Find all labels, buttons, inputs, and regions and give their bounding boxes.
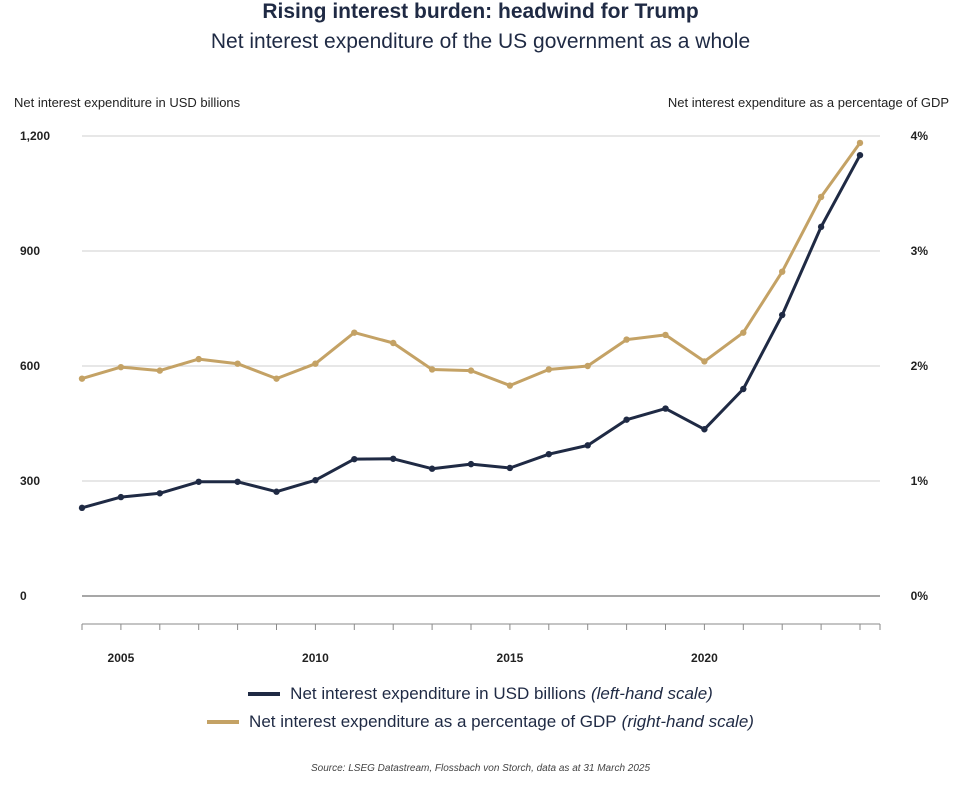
right-tick-label: 1% [911, 474, 929, 488]
data-point-gdp [779, 268, 786, 275]
legend: Net interest expenditure in USD billions… [0, 680, 961, 736]
chart-title: Rising interest burden: headwind for Tru… [262, 0, 699, 23]
left-tick-label: 600 [20, 359, 40, 373]
data-point-usd [156, 490, 163, 497]
right-tick-label: 2% [911, 359, 929, 373]
right-tick-label: 3% [911, 244, 929, 258]
left-axis-title: Net interest expenditure in USD billions [14, 95, 241, 110]
data-point-gdp [701, 358, 708, 365]
data-point-usd [390, 455, 397, 462]
left-tick-label: 900 [20, 244, 40, 258]
data-point-usd [273, 488, 280, 495]
data-point-gdp [351, 329, 358, 336]
legend-label-gdp: Net interest expenditure as a percentage… [249, 712, 617, 731]
legend-item-gdp: Net interest expenditure as a percentage… [0, 708, 961, 736]
data-point-usd [740, 385, 747, 393]
legend-item-usd: Net interest expenditure in USD billions… [0, 680, 961, 708]
data-point-usd [584, 442, 591, 449]
data-point-usd [467, 460, 475, 468]
data-point-usd [428, 465, 436, 472]
data-point-usd [545, 450, 552, 458]
x-tick-label: 2010 [302, 651, 329, 665]
data-point-usd [195, 478, 202, 485]
legend-label-usd: Net interest expenditure in USD billions [290, 684, 586, 703]
left-axis-ticks: 0 300 600 900 1,200 [20, 129, 50, 603]
data-point-gdp [117, 363, 125, 371]
left-tick-label: 300 [20, 474, 40, 488]
legend-note-gdp: (right-hand scale) [621, 712, 754, 731]
data-point-gdp [856, 139, 864, 147]
data-point-gdp [662, 331, 669, 339]
data-point-gdp [467, 367, 475, 374]
source-note: Source: LSEG Datastream, Flossbach von S… [310, 763, 651, 774]
data-point-usd [117, 493, 125, 501]
data-point-usd [78, 504, 86, 512]
left-tick-label: 0 [20, 589, 27, 603]
data-point-usd [623, 416, 630, 423]
chart-subtitle: Net interest expenditure of the US gover… [210, 30, 751, 53]
data-point-gdp [740, 329, 747, 336]
right-tick-label: 0% [911, 589, 929, 603]
data-point-gdp [156, 367, 163, 374]
data-point-gdp [817, 193, 825, 201]
data-point-usd [817, 223, 825, 231]
data-point-usd [701, 426, 708, 433]
data-point-usd [312, 477, 319, 484]
legend-swatch-usd [248, 692, 281, 696]
data-point-usd [856, 151, 864, 159]
data-point-usd [234, 478, 241, 485]
legend-swatch-gdp [207, 720, 240, 724]
x-tick-label: 2015 [497, 651, 524, 665]
series-line-gdp [80, 141, 862, 387]
data-point-gdp [312, 360, 319, 367]
data-point-gdp [545, 366, 552, 373]
series-layer [78, 139, 864, 512]
left-tick-label: 1,200 [20, 129, 50, 143]
x-tick-label: 2005 [108, 651, 135, 665]
data-point-usd [351, 455, 358, 463]
data-point-gdp [234, 360, 241, 367]
data-point-gdp [78, 375, 86, 382]
data-point-gdp [195, 355, 202, 363]
data-point-gdp [506, 382, 514, 389]
data-point-gdp [273, 375, 280, 382]
data-point-gdp [623, 336, 630, 343]
legend-note-usd: (left-hand scale) [590, 684, 713, 703]
data-point-gdp [390, 339, 397, 347]
data-point-usd [662, 405, 669, 412]
right-axis-title: Net interest expenditure as a percentage… [667, 95, 949, 110]
data-point-gdp [584, 362, 591, 370]
right-axis-ticks: 0% 1% 2% 3% 4% [911, 129, 929, 603]
gridlines [82, 135, 880, 597]
x-axis: 2005 2010 2015 2020 [81, 623, 881, 665]
right-tick-label: 4% [911, 129, 929, 143]
data-point-usd [779, 311, 786, 319]
data-point-usd [506, 464, 514, 472]
x-tick-label: 2020 [691, 651, 718, 665]
data-point-gdp [428, 366, 436, 373]
